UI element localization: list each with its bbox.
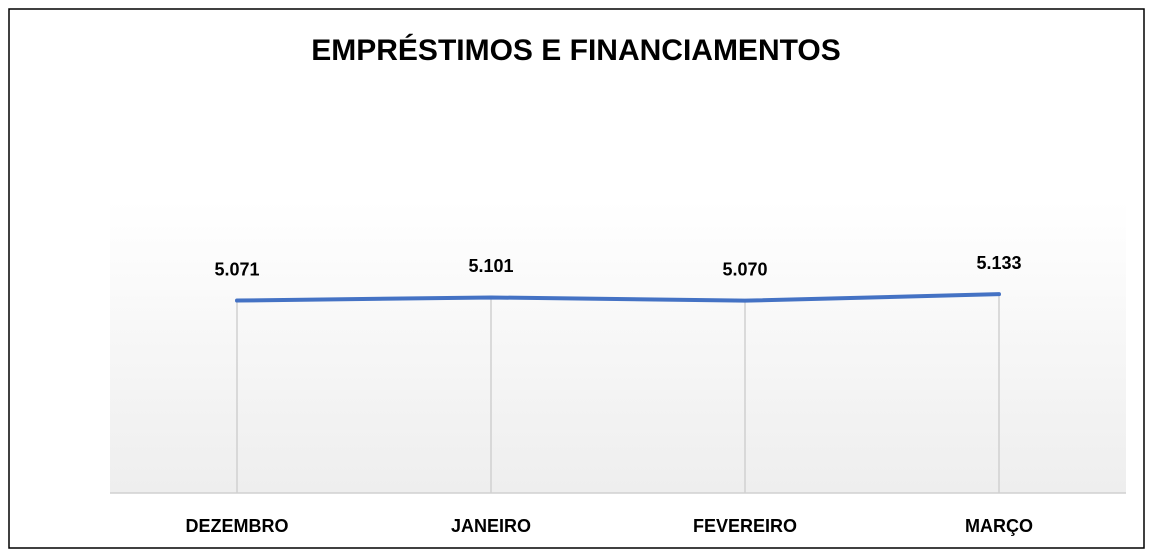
x-tick-label: MARÇO xyxy=(965,516,1033,536)
data-label: 5.071 xyxy=(214,259,259,279)
line-series xyxy=(235,292,1001,303)
chart-title: EMPRÉSTIMOS E FINANCIAMENTOS xyxy=(311,33,840,67)
x-tick-label: FEVEREIRO xyxy=(693,516,797,536)
x-tick-label: JANEIRO xyxy=(451,516,531,536)
plot-area xyxy=(110,200,1126,493)
x-tick-label: DEZEMBRO xyxy=(186,516,289,536)
data-label: 5.101 xyxy=(468,256,513,276)
data-label: 5.070 xyxy=(722,259,767,279)
data-label: 5.133 xyxy=(976,253,1021,273)
